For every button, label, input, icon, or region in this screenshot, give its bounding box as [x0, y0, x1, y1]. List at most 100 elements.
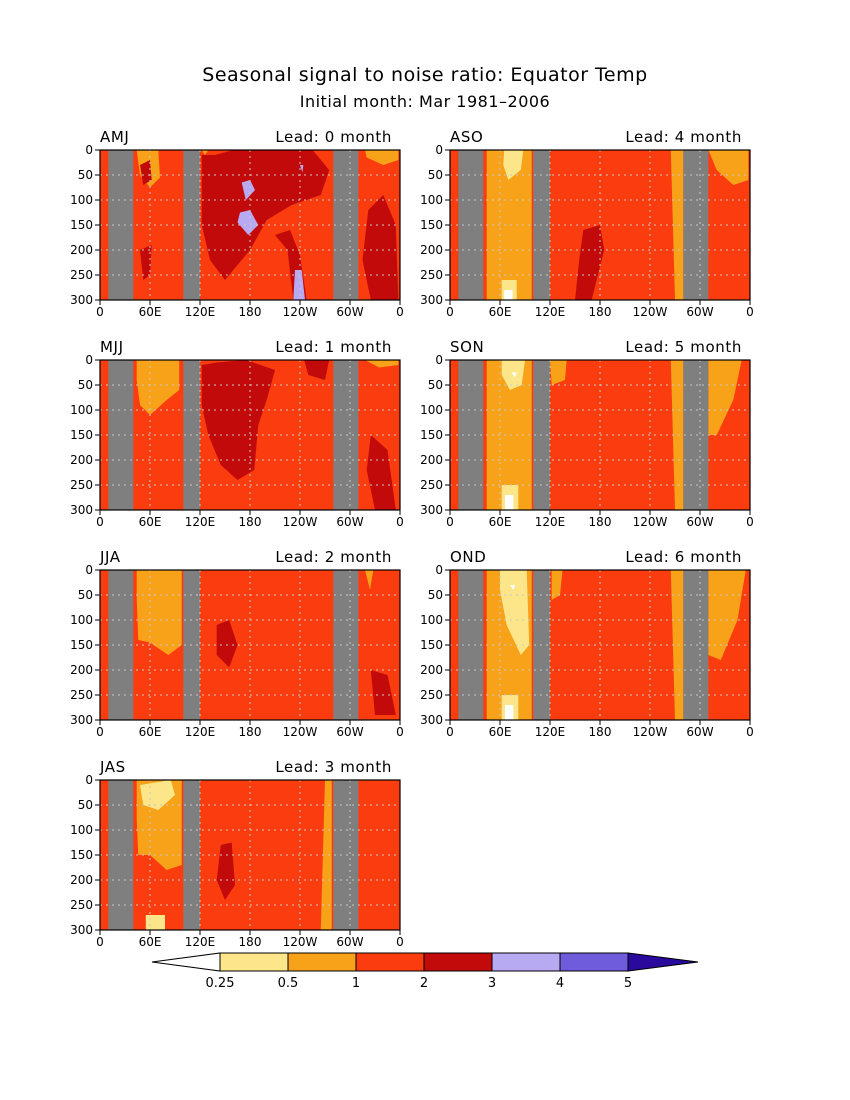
- contour-region: [708, 150, 749, 185]
- y-tick-label: 0: [85, 773, 93, 787]
- y-tick-label: 0: [435, 353, 443, 367]
- x-tick-label: 120E: [535, 305, 566, 319]
- x-tick-label: 0: [446, 725, 454, 739]
- contour-region: [510, 585, 515, 590]
- y-tick-label: 250: [70, 268, 93, 282]
- y-tick-label: 300: [70, 293, 93, 307]
- x-tick-label: 120E: [535, 725, 566, 739]
- heatmap-field: [100, 150, 400, 300]
- contour-region: [365, 360, 399, 368]
- x-tick-label: 180: [589, 305, 612, 319]
- x-tick-label: 60W: [336, 305, 363, 319]
- x-tick-label: 0: [396, 305, 404, 319]
- lead-label: Lead: 0 month: [275, 128, 392, 146]
- x-tick-label: 180: [239, 515, 262, 529]
- lead-label: Lead: 4 month: [625, 128, 742, 146]
- contour-region: [511, 372, 517, 378]
- y-tick-label: 300: [70, 923, 93, 937]
- x-tick-label: 120W: [633, 725, 668, 739]
- x-tick-label: 0: [396, 515, 404, 529]
- colorbar-swatch-2-3: [423, 952, 493, 972]
- chart-subtitle: Initial month: Mar 1981–2006: [300, 92, 550, 111]
- y-tick-label: 250: [70, 898, 93, 912]
- contour-region: [362, 195, 399, 300]
- lead-label: Lead: 6 month: [625, 548, 742, 566]
- contour-region: [365, 570, 374, 590]
- colorbar-label: 1: [352, 976, 360, 991]
- contour-region: [237, 210, 259, 235]
- x-tick-label: 180: [589, 515, 612, 529]
- x-tick-label: 180: [589, 725, 612, 739]
- heatmap-field: [100, 570, 400, 720]
- panel-ond: 0 60E 120E 180 120W 60W 0 0 50 100 150 200 250 300 OND…: [420, 548, 754, 739]
- y-tick-label: 300: [420, 293, 443, 307]
- x-tick-label: 60E: [139, 305, 162, 319]
- colorbar-label: 5: [624, 976, 632, 991]
- y-tick-label: 250: [70, 688, 93, 702]
- x-tick-label: 0: [446, 305, 454, 319]
- land-mask: [333, 780, 359, 930]
- y-tick-label: 100: [70, 613, 93, 627]
- x-tick-label: 180: [239, 305, 262, 319]
- x-tick-label: 180: [239, 725, 262, 739]
- contour-region: [201, 360, 275, 480]
- y-tick-label: 200: [70, 243, 93, 257]
- y-tick-label: 0: [85, 353, 93, 367]
- chart-title: Seasonal signal to noise ratio: Equator …: [202, 64, 647, 86]
- x-tick-label: 120W: [283, 305, 318, 319]
- contour-region: [365, 150, 399, 165]
- x-tick-label: 120W: [283, 515, 318, 529]
- contour-region: [486, 150, 532, 300]
- season-label: OND: [450, 548, 486, 566]
- y-tick-label: 50: [78, 588, 93, 602]
- contour-region: [300, 165, 304, 173]
- contour-region: [304, 360, 330, 380]
- x-tick-label: 60W: [336, 725, 363, 739]
- contour-region: [366, 435, 396, 510]
- contour-region: [320, 780, 332, 930]
- y-tick-label: 100: [70, 823, 93, 837]
- y-tick-label: 150: [420, 218, 443, 232]
- contour-region: [216, 842, 235, 900]
- land-mask: [683, 570, 709, 720]
- y-tick-label: 150: [70, 218, 93, 232]
- lead-label: Lead: 3 month: [275, 758, 392, 776]
- colorbar-swatch-3-4: [491, 952, 561, 972]
- x-tick-label: 0: [446, 515, 454, 529]
- colorbar-label: 0.5: [278, 976, 299, 991]
- x-tick-label: 0: [96, 515, 104, 529]
- contour-region: [293, 270, 305, 300]
- contour-region: [551, 570, 563, 600]
- colorbar-swatch-4-5: [559, 952, 629, 972]
- y-tick-label: 200: [70, 453, 93, 467]
- y-tick-label: 300: [70, 713, 93, 727]
- panel-mjj: 0 60E 120E 180 120W 60W 0 0 50 100 150 200 250 300 MJJ…: [70, 338, 404, 529]
- y-tick-label: 50: [78, 798, 93, 812]
- contour-region: [505, 705, 514, 720]
- y-tick-label: 200: [420, 243, 443, 257]
- contour-region: [140, 160, 152, 185]
- y-tick-label: 150: [70, 428, 93, 442]
- heatmap-field: [450, 570, 750, 720]
- y-tick-label: 300: [420, 503, 443, 517]
- x-tick-label: 60W: [686, 725, 713, 739]
- x-tick-label: 60E: [139, 935, 162, 949]
- heatmap-field: [100, 780, 400, 930]
- y-tick-label: 200: [70, 873, 93, 887]
- x-tick-label: 120E: [185, 515, 216, 529]
- y-tick-label: 0: [85, 143, 93, 157]
- heatmap-field: [450, 360, 750, 510]
- x-tick-label: 0: [746, 725, 754, 739]
- colorbar-label: 0.25: [206, 976, 235, 991]
- x-tick-label: 0: [96, 935, 104, 949]
- y-tick-label: 100: [420, 613, 443, 627]
- season-label: MJJ: [100, 338, 124, 356]
- contour-region: [500, 570, 530, 655]
- contour-region: [708, 570, 746, 660]
- panel-jja: 0 60E 120E 180 120W 60W 0 0 50 100 150 200 250 300 JJA…: [70, 548, 404, 739]
- colorbar-label: 4: [556, 976, 564, 991]
- land-mask: [683, 150, 709, 300]
- contour-region: [241, 180, 255, 200]
- lead-label: Lead: 2 month: [275, 548, 392, 566]
